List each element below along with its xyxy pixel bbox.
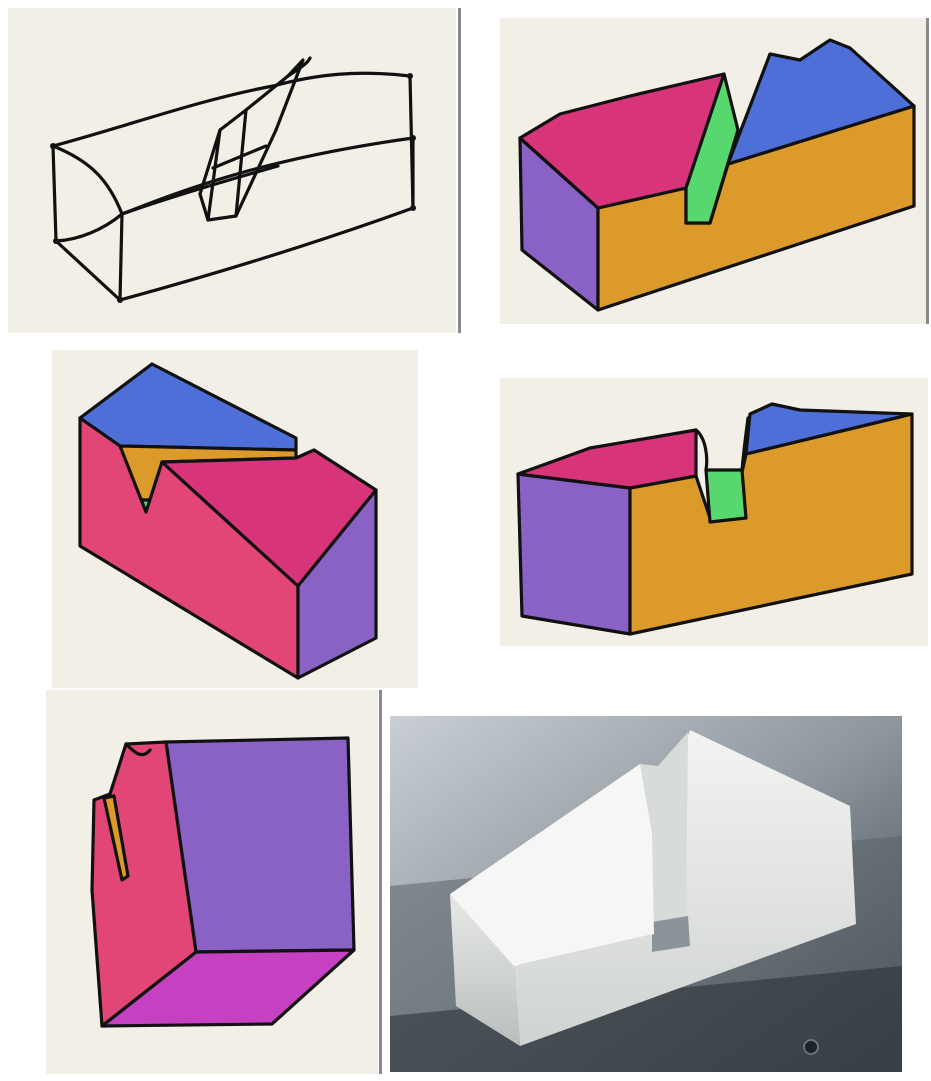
fabricated-object-photo — [390, 716, 902, 1072]
face-top-blue — [726, 38, 916, 166]
wireframe-sketch-panel — [8, 8, 456, 333]
face-top-back-blue — [78, 362, 298, 452]
colored-model-frontal-panel — [500, 378, 928, 646]
face-top-magenta — [516, 428, 698, 490]
photo-block-side — [450, 894, 520, 1046]
divider-vertical-right — [926, 18, 929, 324]
face-side-purple — [296, 488, 378, 680]
face-end-purple — [164, 736, 356, 954]
face-notch-green — [684, 72, 740, 225]
colored-model-rotated — [78, 362, 378, 680]
colored-model-front — [518, 38, 916, 312]
colored-model-front-panel — [500, 18, 928, 324]
divider-vertical-top — [458, 8, 461, 333]
colored-model-rotated-panel — [52, 350, 418, 688]
colored-model-end-view — [90, 736, 356, 1028]
wireframe-sketch — [50, 56, 416, 303]
face-top-blue — [744, 402, 914, 456]
face-top-front-magenta — [160, 448, 378, 588]
face-side-purple — [516, 472, 632, 636]
divider-vertical-bottom — [379, 690, 382, 1074]
colored-model-end-view-panel — [46, 690, 378, 1074]
face-notch-green — [704, 468, 748, 524]
colored-model-frontal — [516, 402, 914, 636]
face-notch-orange — [102, 794, 130, 882]
